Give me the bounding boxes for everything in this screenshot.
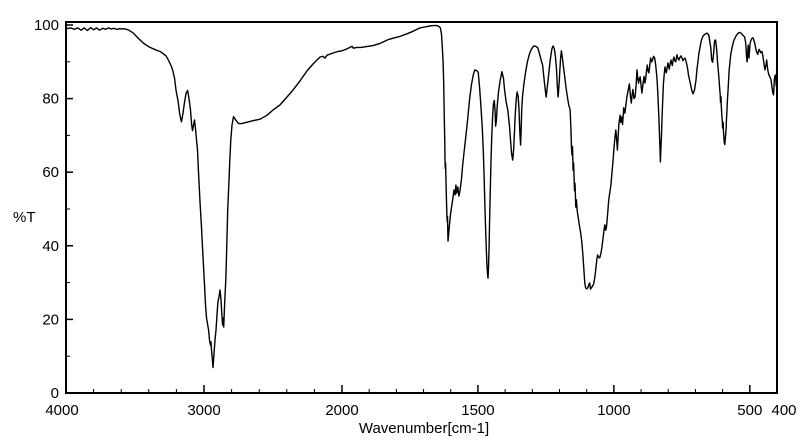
plot-frame xyxy=(65,21,778,394)
x-axis-title: Wavenumber[cm-1] xyxy=(359,420,489,437)
x-tick-label: 1500 xyxy=(461,402,494,419)
y-tick-label: 20 xyxy=(42,311,59,328)
y-tick-label: 100 xyxy=(34,17,59,34)
y-tick-label: 60 xyxy=(42,164,59,181)
x-tick-label: 3000 xyxy=(187,402,220,419)
y-axis-title: %T xyxy=(13,209,36,226)
x-tick-label: 4000 xyxy=(45,402,78,419)
y-tick-label: 80 xyxy=(42,91,59,108)
x-tick-label: 400 xyxy=(771,402,796,419)
x-tick-label: 500 xyxy=(737,402,762,419)
x-tick-label: 1000 xyxy=(597,402,630,419)
y-tick-label: 40 xyxy=(42,238,59,255)
y-tick-label: 0 xyxy=(51,385,59,402)
spectrum-trace xyxy=(65,24,778,369)
x-tick-label: 2000 xyxy=(325,402,358,419)
